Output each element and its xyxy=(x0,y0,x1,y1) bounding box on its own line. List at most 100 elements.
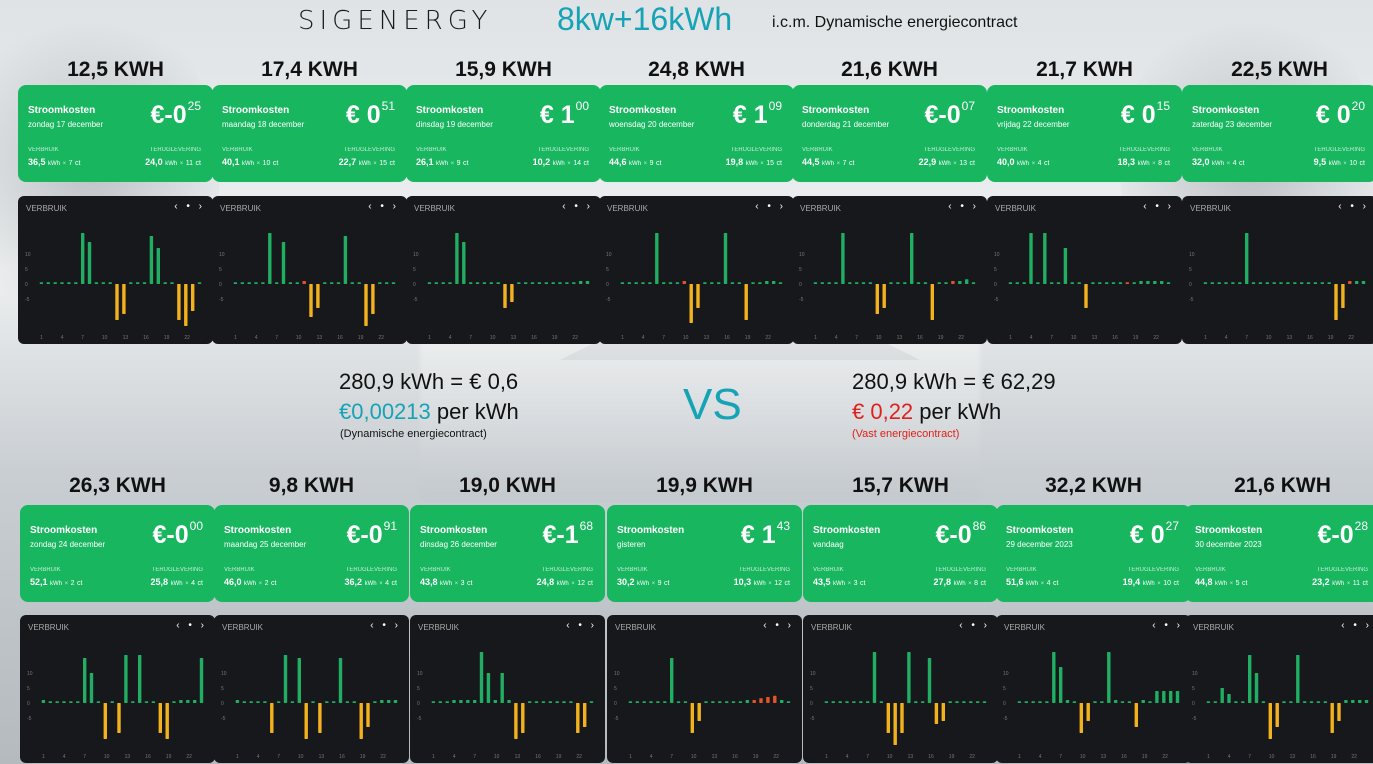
unit-label: kWh xyxy=(1215,581,1228,587)
hour-bar xyxy=(55,701,59,703)
day-total-kwh: 15,7 KWH xyxy=(852,474,949,497)
cost-card[interactable]: Stroomkosten 29 december 2023 € 027 VERBRUI… xyxy=(996,505,1191,602)
hour-bar xyxy=(948,701,952,703)
hour-bar xyxy=(448,282,452,284)
cost-card[interactable]: Stroomkosten zaterdag 23 december € 020 VER… xyxy=(1182,85,1373,182)
x-tick-label: 10 xyxy=(490,335,496,341)
chart-pager[interactable]: ‹ • › xyxy=(1143,201,1174,212)
hour-bar xyxy=(297,658,301,703)
hour-bar xyxy=(569,701,573,703)
hour-bar xyxy=(670,658,674,703)
cost-card[interactable]: Stroomkosten dinsdag 26 december €-168 VERB… xyxy=(410,505,605,602)
hour-bar xyxy=(620,282,625,284)
chart-pager[interactable]: ‹ • › xyxy=(755,201,786,212)
hour-bar xyxy=(479,652,484,703)
x-tick-label: 10 xyxy=(102,335,108,341)
chart-pager[interactable]: ‹ • › xyxy=(1341,620,1372,631)
cost-card[interactable]: Stroomkosten donderdag 21 december €-007 VE… xyxy=(792,85,987,182)
hour-bar xyxy=(96,701,101,703)
hour-bar xyxy=(900,703,904,733)
hour-bar xyxy=(89,673,94,703)
hour-bar xyxy=(486,673,491,703)
times-sign: × xyxy=(62,161,67,167)
chart-pager[interactable]: ‹ • › xyxy=(174,201,205,212)
unit-label: kWh xyxy=(1328,161,1341,167)
hour-bar xyxy=(1282,701,1286,703)
unit-label: kWh xyxy=(436,161,449,167)
unit-label: kWh xyxy=(50,581,63,587)
chart-title: VERBRUIK xyxy=(220,204,261,213)
x-tick-label: 13 xyxy=(317,335,323,341)
cost-card[interactable]: Stroomkosten maandag 25 december €-091 VERB… xyxy=(214,505,409,602)
cost-card[interactable]: Stroomkosten 30 december 2023 €-028 VERBRUI… xyxy=(1185,505,1373,602)
hour-bar xyxy=(283,655,288,703)
hour-bar xyxy=(697,703,701,721)
times-sign: × xyxy=(571,581,575,587)
consumption-kwh: 30,2 xyxy=(617,577,635,587)
chart-pager[interactable]: ‹ • › xyxy=(562,201,593,212)
hour-bar xyxy=(1241,701,1245,703)
chart-pager[interactable]: ‹ • › xyxy=(1152,620,1183,631)
x-tick-label: 4 xyxy=(846,754,849,760)
cost-card[interactable]: Stroomkosten gisteren € 143 VERBRUIK TERUGLE… xyxy=(607,505,802,602)
hourly-chart: 10 5 0 -5 1 4 7 10 13 16 19 22 VERBRUIK ‹ • › xyxy=(212,196,407,344)
return-kwh: 36,2 xyxy=(344,577,363,587)
hourly-bars: 10 5 0 -5 1 4 7 10 13 16 19 22 xyxy=(994,233,1171,341)
cost-card[interactable]: Stroomkosten woensdag 20 december € 109 VER… xyxy=(599,85,794,182)
y-tick-label: 0 xyxy=(1189,282,1192,288)
hourly-bars: 10 5 0 -5 1 4 7 10 13 16 19 22 xyxy=(413,233,590,341)
chart-pager[interactable]: ‹ • › xyxy=(566,620,597,631)
x-tick-label: 1 xyxy=(621,335,624,341)
day-total-kwh: 19,9 KWH xyxy=(656,474,753,497)
cost-card[interactable]: Stroomkosten vandaag €-086 VERBRUIK TERUGLEV… xyxy=(803,505,998,602)
ct-label: ct xyxy=(784,580,790,587)
chart-pager[interactable]: ‹ • › xyxy=(368,201,399,212)
x-tick-label: 1 xyxy=(1009,335,1012,341)
consumption-kwh: 26,1 xyxy=(416,157,434,167)
consumption-label: VERBRUIK xyxy=(997,147,1028,153)
hour-bar xyxy=(496,282,500,284)
hour-bar xyxy=(889,282,893,284)
card-price: €-028 xyxy=(1318,519,1369,550)
hour-bar xyxy=(914,701,918,703)
cost-card[interactable]: Stroomkosten zondag 17 december €-025 VERBR… xyxy=(18,85,213,182)
price-main: € 0 xyxy=(1129,521,1165,549)
chart-pager[interactable]: ‹ • › xyxy=(959,620,990,631)
return-label: TERUGLEVERING xyxy=(738,567,790,573)
hour-bar xyxy=(921,701,925,703)
hour-bar xyxy=(350,282,354,284)
hour-bar xyxy=(1079,703,1083,733)
chart-title: VERBRUIK xyxy=(811,623,852,632)
cost-card[interactable]: Stroomkosten maandag 18 december € 051 VERB… xyxy=(212,85,407,182)
cost-card[interactable]: Stroomkosten vrijdag 22 december € 015 VERB… xyxy=(987,85,1182,182)
hour-bar xyxy=(1153,281,1157,284)
return-label: TERUGLEVERING xyxy=(1127,567,1179,573)
cost-card[interactable]: Stroomkosten dinsdag 19 december € 100 VERB… xyxy=(406,85,601,182)
chart-pager[interactable]: ‹ • › xyxy=(948,201,979,212)
hour-bar xyxy=(1248,655,1252,703)
chart-pager[interactable]: ‹ • › xyxy=(176,620,207,631)
x-tick-label: 13 xyxy=(1092,335,1098,341)
hour-bar xyxy=(343,236,348,284)
hourly-chart: 10 5 0 -5 1 4 7 10 13 16 19 22 VERBRUIK ‹ • › xyxy=(996,615,1191,763)
chart-pager[interactable]: ‹ • › xyxy=(370,620,401,631)
hour-bar xyxy=(759,698,763,703)
x-tick-label: 22 xyxy=(186,754,192,760)
consumption-label: VERBRUIK xyxy=(222,147,253,153)
hour-bar xyxy=(1272,282,1276,284)
hour-bar xyxy=(466,700,470,703)
consumption-kwh: 40,1 xyxy=(222,157,240,167)
price-cents: 07 xyxy=(961,99,975,113)
chart-pager[interactable]: ‹ • › xyxy=(1338,201,1369,212)
hour-bar xyxy=(1052,652,1056,703)
return-value: 19,8 kWh × 15 ct xyxy=(726,157,782,167)
x-tick-label: 19 xyxy=(1331,754,1337,760)
consumption-ct: 9 xyxy=(456,160,461,167)
chart-pager[interactable]: ‹ • › xyxy=(763,620,794,631)
times-sign: × xyxy=(567,161,571,167)
x-tick-label: 19 xyxy=(556,754,562,760)
hour-bar xyxy=(149,236,154,284)
y-tick-label: -5 xyxy=(219,297,224,303)
consumption-kwh: 52,1 xyxy=(30,577,48,587)
cost-card[interactable]: Stroomkosten zondag 24 december €-000 VERBR… xyxy=(20,505,215,602)
